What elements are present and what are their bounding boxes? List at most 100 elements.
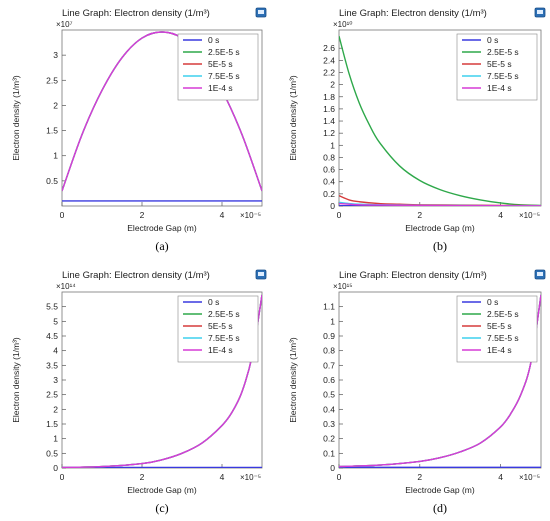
export-icon-screen — [537, 10, 543, 14]
y-tick-label: 1.2 — [323, 128, 335, 138]
chart-panel-a: Line Graph: Electron density (1/m³) 0.5 1 1… — [11, 7, 267, 253]
y-tick-label: 1.1 — [323, 302, 335, 312]
y-tick-label: 0.1 — [323, 448, 335, 458]
y-tick-label: 3 — [53, 375, 58, 385]
y-tick-label: 4 — [53, 346, 58, 356]
x-axis-multiplier: ×10⁻⁵ — [519, 473, 540, 482]
legend-label: 5E-5 s — [487, 321, 512, 331]
x-axis-multiplier: ×10⁻⁵ — [240, 211, 261, 220]
x-tick-label: 4 — [498, 210, 503, 220]
legend: 0 s 2.5E-5 s 5E-5 s 7.5E-5 s 1E-4 s — [177, 33, 259, 101]
chart-panel-d: Line Graph: Electron density (1/m³) 0 0.1 0… — [288, 269, 546, 515]
y-axis-multiplier: ×10⁷ — [56, 20, 73, 29]
y-tick-label: 0.5 — [46, 176, 58, 186]
legend: 0 s 2.5E-5 s 5E-5 s 7.5E-5 s 1E-4 s — [177, 295, 259, 363]
x-tick-label: 0 — [60, 472, 65, 482]
y-tick-label: 0.8 — [323, 346, 335, 356]
y-tick-label: 0 — [330, 463, 335, 473]
x-axis-label: Electrode Gap (m) — [127, 485, 197, 495]
y-tick-label: 2.6 — [323, 43, 335, 53]
series-line-2-5e-5-s — [339, 35, 541, 206]
legend-box — [456, 33, 538, 101]
y-tick-label: 0.9 — [323, 331, 335, 341]
y-tick-label: 2 — [53, 100, 58, 110]
series-line-1e-4-s — [339, 202, 541, 206]
y-tick-label: 5.5 — [46, 302, 58, 312]
export-icon[interactable] — [534, 7, 546, 18]
legend-label: 1E-4 s — [487, 345, 512, 355]
y-tick-label: 1.5 — [46, 419, 58, 429]
x-tick-label: 4 — [220, 210, 225, 220]
chart-title: Line Graph: Electron density (1/m³) — [339, 270, 487, 281]
x-axis-label: Electrode Gap (m) — [405, 485, 475, 495]
x-tick-label: 0 — [337, 472, 342, 482]
chart-panel-c: Line Graph: Electron density (1/m³) 0 0.5 1… — [11, 269, 267, 515]
series-line-1e-4-s — [339, 294, 541, 468]
export-icon[interactable] — [255, 7, 267, 18]
export-icon-screen — [258, 272, 264, 276]
y-tick-label: 1 — [53, 434, 58, 444]
y-axis-label: Electron density (1/m³) — [288, 75, 298, 161]
export-icon-screen — [537, 272, 543, 276]
panel-caption: (a) — [155, 239, 168, 253]
legend-label: 0 s — [487, 297, 498, 307]
y-axis-multiplier: ×10¹⁰ — [333, 20, 352, 29]
y-tick-label: 0.5 — [323, 390, 335, 400]
y-tick-label: 5 — [53, 316, 58, 326]
y-axis-label: Electron density (1/m³) — [11, 75, 21, 161]
y-tick-label: 0.8 — [323, 152, 335, 162]
legend-box — [456, 295, 538, 363]
y-tick-label: 1 — [330, 316, 335, 326]
legend-label: 2.5E-5 s — [208, 47, 240, 57]
legend-label: 7.5E-5 s — [487, 333, 519, 343]
legend-label: 1E-4 s — [487, 83, 512, 93]
y-tick-label: 0.7 — [323, 360, 335, 370]
legend-box — [177, 295, 259, 363]
y-axis-label: Electron density (1/m³) — [11, 337, 21, 423]
legend-label: 5E-5 s — [208, 59, 233, 69]
y-tick-label: 1 — [330, 140, 335, 150]
x-tick-label: 2 — [417, 210, 422, 220]
x-axis-label: Electrode Gap (m) — [405, 223, 475, 233]
y-tick-label: 0.2 — [323, 189, 335, 199]
chart-title: Line Graph: Electron density (1/m³) — [339, 8, 487, 19]
legend-label: 1E-4 s — [208, 83, 233, 93]
y-tick-label: 0.5 — [46, 448, 58, 458]
chart-title: Line Graph: Electron density (1/m³) — [62, 8, 210, 19]
y-tick-label: 4.5 — [46, 331, 58, 341]
y-tick-label: 1.6 — [323, 104, 335, 114]
x-tick-label: 2 — [417, 472, 422, 482]
y-axis-multiplier: ×10¹⁴ — [56, 282, 76, 291]
legend: 0 s 2.5E-5 s 5E-5 s 7.5E-5 s 1E-4 s — [456, 33, 538, 101]
x-axis-multiplier: ×10⁻⁵ — [240, 473, 261, 482]
x-tick-label: 2 — [140, 210, 145, 220]
legend-label: 2.5E-5 s — [487, 309, 519, 319]
x-tick-label: 4 — [498, 472, 503, 482]
y-tick-label: 3 — [53, 50, 58, 60]
legend-label: 0 s — [208, 35, 219, 45]
x-axis-multiplier: ×10⁻⁵ — [519, 211, 540, 220]
y-tick-label: 0 — [53, 463, 58, 473]
chart-panel-b: Line Graph: Electron density (1/m³) 0 0.2 0… — [288, 7, 546, 253]
legend-label: 5E-5 s — [208, 321, 233, 331]
x-tick-label: 0 — [60, 210, 65, 220]
legend-label: 7.5E-5 s — [208, 71, 240, 81]
export-icon-screen — [258, 10, 264, 14]
y-axis-label: Electron density (1/m³) — [288, 337, 298, 423]
legend: 0 s 2.5E-5 s 5E-5 s 7.5E-5 s 1E-4 s — [456, 295, 538, 363]
export-icon[interactable] — [255, 269, 267, 280]
series-line-1e-4-s — [62, 31, 262, 192]
x-tick-label: 2 — [140, 472, 145, 482]
y-tick-label: 1.8 — [323, 92, 335, 102]
legend-label: 0 s — [487, 35, 498, 45]
x-axis-label: Electrode Gap (m) — [127, 223, 197, 233]
y-tick-label: 2 — [330, 80, 335, 90]
y-tick-label: 0.6 — [323, 165, 335, 175]
legend-box — [177, 33, 259, 101]
export-icon[interactable] — [534, 269, 546, 280]
series-line-1e-4-s — [62, 294, 262, 468]
y-tick-label: 1 — [53, 151, 58, 161]
y-tick-label: 0.6 — [323, 375, 335, 385]
panel-caption: (d) — [433, 501, 447, 515]
